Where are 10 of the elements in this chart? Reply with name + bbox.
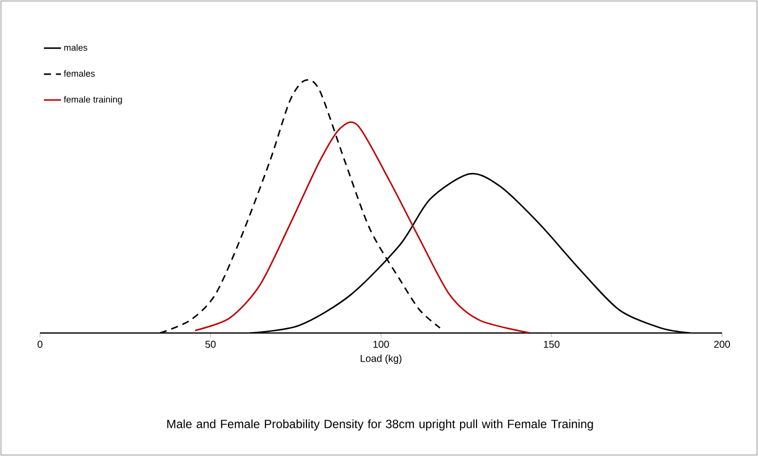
legend-label: females: [64, 70, 95, 77]
legend-label: males: [64, 44, 88, 51]
x-tick-label: 200: [714, 340, 730, 348]
x-tick-label: 50: [205, 340, 216, 348]
x-axis-title: Load (kg): [360, 354, 402, 364]
legend-label: female training: [64, 96, 122, 104]
x-tick-label: 0: [38, 340, 42, 348]
x-tick-label: 150: [544, 340, 560, 348]
x-tick-label: 100: [373, 340, 389, 348]
text: Male and Female Probability Density for 38cm upright pull with Female Training: [167, 419, 593, 431]
